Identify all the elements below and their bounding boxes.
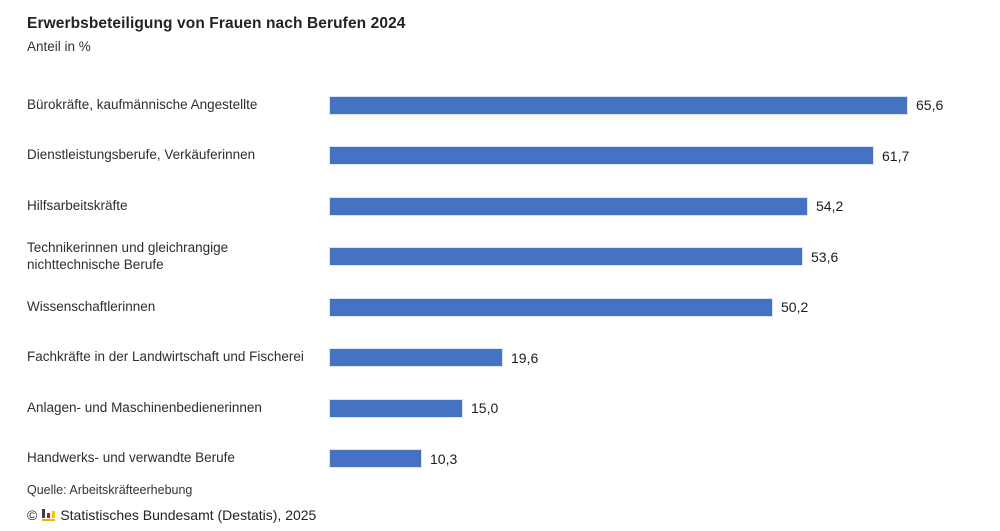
bar[interactable] <box>330 298 772 316</box>
category-label: Hilfsarbeitskräfte <box>27 197 128 213</box>
category-label: Wissenschaftlerinnen <box>27 298 156 314</box>
chart-unit-label: Anteil in % <box>27 39 91 54</box>
bar-value-label: 19,6 <box>511 349 539 366</box>
bar-value-label: 10,3 <box>430 450 458 467</box>
bar[interactable] <box>330 248 802 266</box>
bar-chart-plot-area: Bürokräfte, kaufmännische Angestellte 65,… <box>0 80 1000 484</box>
bar[interactable] <box>330 399 462 417</box>
category-label: Bürokräfte, kaufmännische Angestellte <box>27 96 258 112</box>
bar-value-label: 61,7 <box>882 147 910 164</box>
bar-value-label: 54,2 <box>816 198 844 215</box>
copyright-symbol: © <box>27 507 38 523</box>
category-label: Technikerinnen und gleichrangige nichtte… <box>27 239 229 272</box>
bar-row: Anlagen- und Maschinenbedienerinnen 15,0 <box>0 383 1000 434</box>
chart-menu-button[interactable] <box>926 21 948 47</box>
bar[interactable] <box>330 96 907 114</box>
source-note: Quelle: Arbeitskräfteerhebung <box>27 483 193 497</box>
bar-value-label: 53,6 <box>811 248 839 265</box>
destatis-logo-icon <box>42 509 56 521</box>
bar-row: Dienstleistungsberufe, Verkäuferinnen 61,… <box>0 131 1000 182</box>
category-label: Anlagen- und Maschinenbedienerinnen <box>27 399 262 415</box>
bar-row: Bürokräfte, kaufmännische Angestellte 65,… <box>0 80 1000 131</box>
category-label: Fachkräfte in der Landwirtschaft und Fis… <box>27 349 304 365</box>
bar-row: Hilfsarbeitskräfte 54,2 <box>0 181 1000 232</box>
bar[interactable] <box>330 349 502 367</box>
bar-value-label: 50,2 <box>781 299 809 316</box>
bar-row: Fachkräfte in der Landwirtschaft und Fis… <box>0 333 1000 384</box>
copyright-text: Statistisches Bundesamt (Destatis), 2025 <box>60 507 317 523</box>
category-label: Dienstleistungsberufe, Verkäuferinnen <box>27 147 256 163</box>
bar-value-label: 15,0 <box>471 400 499 417</box>
category-label: Handwerks- und verwandte Berufe <box>27 450 235 466</box>
bar-row: Technikerinnen und gleichrangige nichtte… <box>0 232 1000 283</box>
bar[interactable] <box>330 450 421 468</box>
bar[interactable] <box>330 147 873 165</box>
bar-row: Handwerks- und verwandte Berufe 10,3 <box>0 434 1000 485</box>
bar-row: Wissenschaftlerinnen 50,2 <box>0 282 1000 333</box>
bar-value-label: 65,6 <box>916 97 944 114</box>
bar[interactable] <box>330 197 807 215</box>
copyright-line: © Statistisches Bundesamt (Destatis), 20… <box>27 507 316 523</box>
chart-title: Erwerbsbeteiligung von Frauen nach Beruf… <box>27 15 406 32</box>
